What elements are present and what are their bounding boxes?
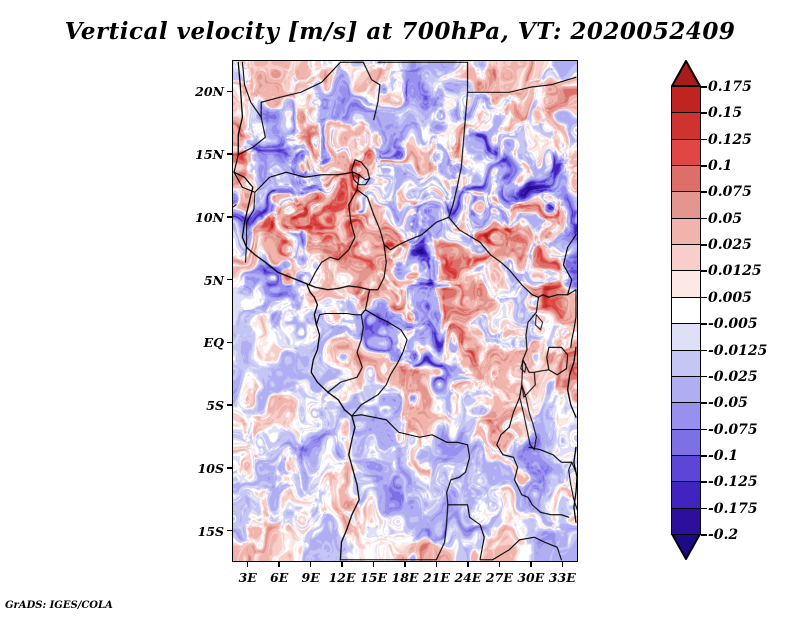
colorbar-tick: [701, 191, 707, 193]
lon-tick: [561, 562, 564, 567]
colorbar-tick: [701, 112, 707, 114]
colorbar-band-14: [671, 454, 701, 483]
lon-tick: [309, 562, 312, 567]
colorbar-tick: [701, 86, 707, 88]
colorbar-tick: [701, 428, 707, 431]
colorbar-band-7: [671, 270, 701, 299]
lon-label-15E: 15E: [360, 570, 387, 585]
lon-tick: [341, 562, 343, 567]
lat-label-5S: 5S: [206, 398, 224, 414]
colorbar: 0.175 0.15 0.125 0.1 0.075 0.05 0.025 0.0125 0.0…: [670, 58, 767, 562]
colorbar-band-6: [671, 244, 701, 272]
colorbar-tick: [701, 165, 707, 167]
lat-label-10S: 10S: [197, 460, 224, 476]
lat-tick: [227, 529, 232, 532]
colorbar-label-14: -0.1: [708, 447, 739, 464]
colorbar-band-15: [671, 481, 701, 510]
colorbar-label-0: 0.175: [708, 79, 752, 95]
colorbar-tick: [701, 323, 707, 325]
lon-tick: [467, 562, 469, 567]
lon-tick: [498, 562, 501, 567]
colorbar-label-13: -0.075: [708, 421, 758, 438]
colorbar-tick: [701, 507, 707, 510]
colorbar-max-arrow: [670, 58, 702, 87]
colorbar-band-2: [671, 138, 701, 167]
colorbar-band-4: [671, 191, 701, 220]
lon-label-21E: 21E: [422, 570, 450, 585]
colorbar-band-11: [671, 375, 701, 404]
colorbar-band-10: [671, 349, 701, 378]
colorbar-label-10: -0.0125: [708, 342, 768, 359]
colorbar-band-9: [671, 323, 701, 351]
vertical-velocity-field: [233, 61, 577, 561]
lon-tick: [530, 562, 532, 567]
lat-tick: [227, 404, 232, 406]
colorbar-min-arrow: [670, 533, 702, 562]
colorbar-tick: [701, 138, 707, 141]
lat-tick: [227, 341, 232, 344]
colorbar-label-3: 0.1: [708, 158, 733, 175]
lat-tick: [227, 216, 232, 218]
colorbar-label-11: -0.025: [708, 368, 758, 385]
colorbar-label-2: 0.125: [708, 131, 752, 148]
lon-tick: [246, 562, 249, 567]
colorbar-band-13: [671, 428, 701, 457]
colorbar-band-16: [671, 507, 701, 536]
lat-label-EQ: EQ: [203, 335, 224, 351]
colorbar-label-16: -0.175: [708, 500, 758, 517]
lon-label-9E: 9E: [301, 570, 320, 585]
lon-label-24E: 24E: [454, 570, 482, 585]
colorbar-band-3: [671, 165, 701, 193]
colorbar-tick: [701, 375, 707, 378]
lon-tick: [372, 562, 375, 567]
lon-label-6E: 6E: [270, 570, 289, 585]
colorbar-band-12: [671, 402, 701, 430]
colorbar-tick: [701, 481, 707, 483]
page-title: Vertical velocity [m/s] at 700hPa, VT: 2…: [64, 18, 736, 45]
lon-tick: [435, 562, 438, 567]
colorbar-tick: [701, 349, 707, 352]
footer-credit: GrADS: IGES/COLA: [5, 600, 113, 611]
colorbar-band-5: [671, 217, 701, 246]
lat-label-15N: 15N: [195, 147, 224, 163]
colorbar-tick: [701, 217, 707, 220]
lat-label-10N: 10N: [195, 209, 224, 225]
lon-label-33E: 33E: [548, 570, 576, 585]
lon-tick: [404, 562, 406, 567]
colorbar-tick: [701, 296, 707, 299]
lat-label-5N: 5N: [203, 272, 224, 288]
map-plot-area: [232, 60, 578, 562]
colorbar-band-8: [671, 296, 701, 325]
colorbar-label-5: 0.05: [708, 210, 743, 227]
colorbar-tick: [701, 244, 707, 246]
lon-tick: [278, 562, 280, 567]
colorbar-label-4: 0.075: [708, 184, 752, 201]
lat-label-15S: 15S: [197, 523, 224, 539]
lat-tick: [227, 90, 232, 93]
lon-label-27E: 27E: [485, 570, 513, 585]
colorbar-label-7: 0.0125: [708, 263, 762, 280]
lon-label-12E: 12E: [328, 570, 356, 585]
colorbar-label-9: -0.005: [708, 316, 758, 333]
colorbar-label-8: 0.005: [708, 289, 752, 306]
colorbar-tick: [701, 454, 707, 457]
colorbar-tick: [701, 402, 707, 404]
colorbar-tick: [701, 534, 707, 536]
colorbar-band-0: [671, 86, 701, 114]
lon-label-18E: 18E: [391, 570, 419, 585]
colorbar-label-1: 0.15: [708, 105, 743, 122]
lon-label-30E: 30E: [517, 570, 545, 585]
lat-tick: [227, 153, 232, 155]
lon-label-3E: 3E: [238, 570, 257, 585]
colorbar-tick: [701, 270, 707, 273]
lat-tick: [227, 278, 232, 281]
lat-label-20N: 20N: [195, 84, 224, 100]
colorbar-label-12: -0.05: [708, 395, 748, 412]
lat-tick: [227, 467, 232, 469]
colorbar-band-1: [671, 112, 701, 141]
colorbar-label-17: -0.2: [708, 527, 739, 543]
colorbar-label-6: 0.025: [708, 237, 752, 254]
colorbar-label-15: -0.125: [708, 474, 758, 491]
